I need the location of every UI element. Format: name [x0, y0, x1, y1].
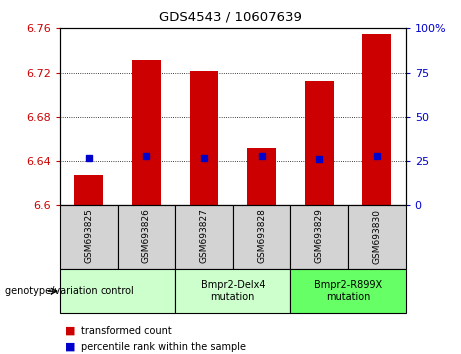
- Text: control: control: [100, 286, 135, 296]
- Bar: [132, 61, 161, 205]
- Bar: [175, 269, 290, 313]
- Bar: [290, 205, 348, 269]
- Text: GSM693829: GSM693829: [315, 209, 324, 263]
- Text: GSM693826: GSM693826: [142, 209, 151, 263]
- Text: percentile rank within the sample: percentile rank within the sample: [81, 342, 246, 352]
- Bar: [60, 205, 118, 269]
- Bar: [348, 205, 406, 269]
- Bar: [362, 34, 391, 205]
- Text: GSM693825: GSM693825: [84, 209, 93, 263]
- Bar: [60, 269, 175, 313]
- Bar: [247, 148, 276, 205]
- Text: genotype/variation: genotype/variation: [5, 286, 100, 296]
- Bar: [189, 72, 219, 205]
- Text: Bmpr2-R899X
mutation: Bmpr2-R899X mutation: [314, 280, 382, 302]
- Text: transformed count: transformed count: [81, 326, 171, 336]
- Bar: [74, 176, 103, 205]
- Text: GSM693828: GSM693828: [257, 209, 266, 263]
- Text: Bmpr2-Delx4
mutation: Bmpr2-Delx4 mutation: [201, 280, 265, 302]
- Text: GDS4543 / 10607639: GDS4543 / 10607639: [159, 11, 302, 24]
- Text: GSM693830: GSM693830: [372, 209, 381, 263]
- Bar: [233, 205, 290, 269]
- Bar: [290, 269, 406, 313]
- Bar: [175, 205, 233, 269]
- Bar: [118, 205, 175, 269]
- Bar: [305, 81, 334, 205]
- Text: ■: ■: [65, 342, 75, 352]
- Text: ■: ■: [65, 326, 75, 336]
- Text: GSM693827: GSM693827: [200, 209, 208, 263]
